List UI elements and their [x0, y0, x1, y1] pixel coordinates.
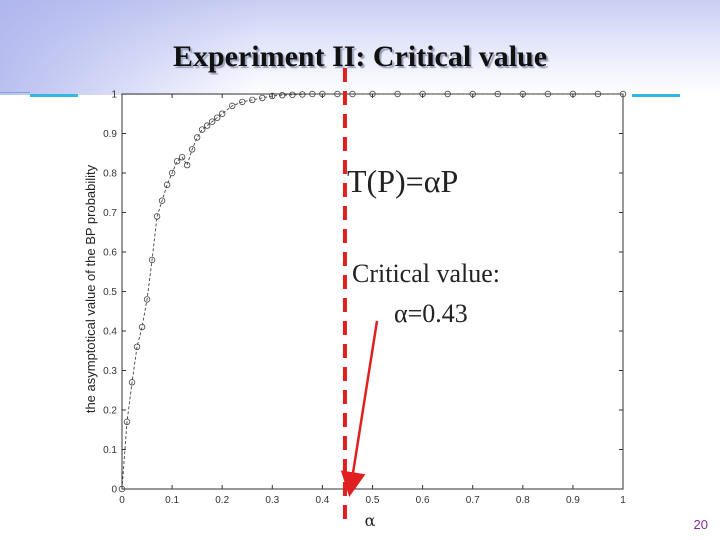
- y-tick-label: 0.2: [103, 406, 117, 417]
- data-point: [289, 91, 296, 98]
- data-point: [334, 90, 341, 98]
- x-tick-label: 0.6: [416, 495, 430, 506]
- critical-value-number: α=0.43: [394, 299, 468, 328]
- data-point: [239, 98, 246, 106]
- data-point: [229, 102, 236, 110]
- data-point: [193, 134, 201, 141]
- y-tick-label: 0: [111, 485, 117, 496]
- data-point: [183, 161, 191, 169]
- header-gradient-accent: [0, 0, 260, 95]
- x-tick-label: 0.2: [215, 495, 229, 506]
- data-point: [249, 96, 256, 104]
- data-point: [148, 256, 156, 264]
- y-tick-label: 0.4: [103, 327, 117, 338]
- series-line: [121, 93, 623, 490]
- data-point: [279, 91, 286, 99]
- data-point: [138, 323, 146, 331]
- data-point: [218, 110, 226, 117]
- x-tick-label: 1: [620, 495, 626, 506]
- y-tick-label: 0.1: [103, 445, 117, 456]
- y-tick-label: 0.7: [103, 208, 117, 219]
- x-tick-label: 0.5: [366, 495, 380, 506]
- data-point: [173, 157, 181, 165]
- data-point: [519, 90, 526, 98]
- data-point: [259, 94, 266, 102]
- critical-value-label: Critical value:: [352, 259, 500, 288]
- x-axis-label: α: [365, 511, 376, 530]
- y-tick-label: 0.8: [103, 169, 117, 180]
- data-point: [544, 90, 552, 98]
- data-point: [168, 169, 176, 177]
- data-point: [213, 114, 221, 121]
- x-tick-label: 0.1: [165, 495, 179, 506]
- x-tick-label: 0.8: [516, 495, 530, 506]
- header-rule-right: [632, 94, 680, 97]
- x-tick-label: 0.7: [466, 495, 480, 506]
- data-point: [269, 92, 276, 100]
- y-tick-label: 0.5: [103, 287, 117, 298]
- data-point: [128, 379, 136, 386]
- data-point: [178, 153, 186, 161]
- plot-frame: [121, 93, 624, 490]
- data-point: [158, 197, 166, 204]
- data-point: [419, 90, 426, 98]
- data-point: [118, 485, 126, 493]
- header-rule-left: [30, 94, 78, 97]
- formula-label: T(P)=αP: [347, 163, 458, 199]
- data-point: [569, 90, 577, 98]
- data-point: [133, 343, 141, 350]
- data-point: [349, 90, 356, 98]
- y-tick-label: 0.6: [103, 248, 117, 259]
- data-point: [444, 90, 451, 98]
- page-number: 20: [693, 517, 708, 532]
- data-point: [309, 90, 316, 98]
- y-tick-label: 1: [111, 90, 117, 101]
- x-tick-label: 0.3: [265, 495, 279, 506]
- data-point: [369, 90, 376, 98]
- data-point: [143, 296, 151, 303]
- slide-title: Experiment II: Critical value: [172, 40, 548, 73]
- critical-value-arrow: [340, 320, 379, 497]
- data-point: [198, 126, 206, 133]
- data-point: [153, 213, 161, 220]
- x-tick-label: 0.4: [315, 495, 329, 506]
- data-point: [619, 90, 627, 98]
- data-point: [188, 146, 196, 153]
- x-tick-label: 0.9: [566, 495, 580, 506]
- x-tick-label: 0: [119, 495, 125, 506]
- data-point: [163, 181, 171, 189]
- data-point: [203, 122, 211, 129]
- y-tick-label: 0.3: [103, 366, 117, 377]
- data-point: [494, 90, 501, 98]
- data-point: [394, 90, 401, 98]
- data-point: [299, 91, 306, 98]
- data-point: [319, 90, 326, 98]
- header-thin-rule: [0, 92, 30, 93]
- data-point: [594, 90, 602, 98]
- data-point: [469, 90, 476, 98]
- y-tick-label: 0.9: [103, 129, 117, 140]
- y-axis-label: the asymptotical value of the BP probabi…: [83, 164, 98, 413]
- data-point: [208, 118, 216, 125]
- data-point: [123, 418, 131, 426]
